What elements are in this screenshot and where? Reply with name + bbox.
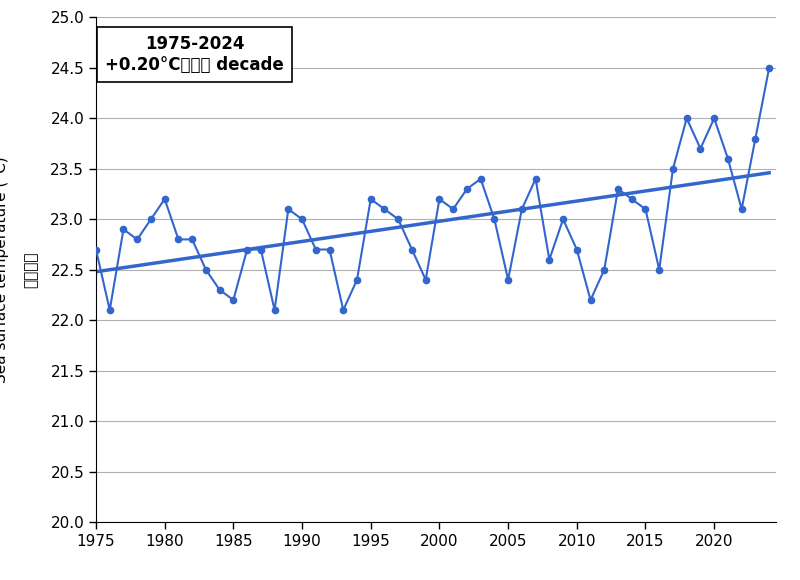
Text: 1975-2024
+0.20°C／十年 decade: 1975-2024 +0.20°C／十年 decade (106, 35, 284, 74)
Y-axis label: Sea surface temperature (°C): Sea surface temperature (°C) (0, 157, 9, 383)
Text: 海面溫度: 海面溫度 (24, 252, 39, 288)
